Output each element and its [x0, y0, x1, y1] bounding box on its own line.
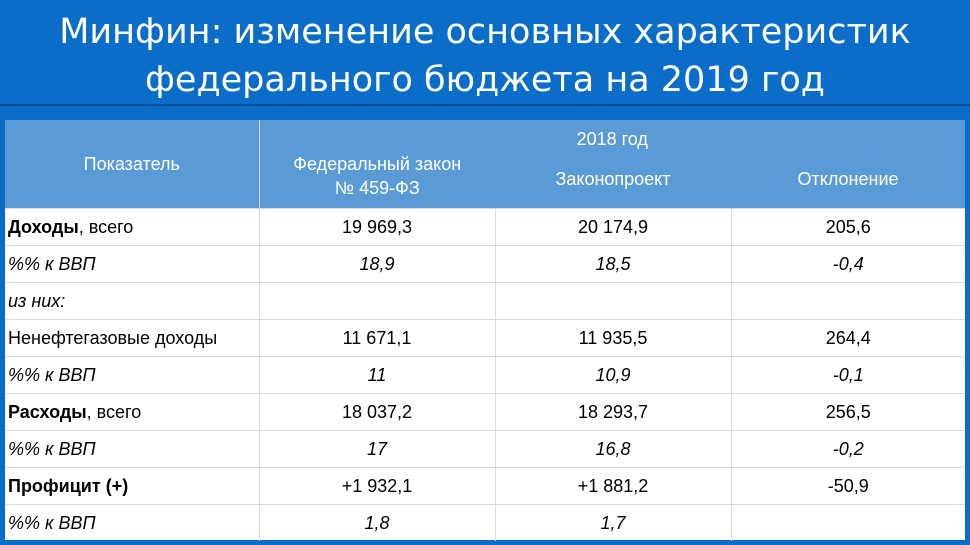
cell-deviation: 264,4 — [730, 319, 966, 357]
row-label: из них: — [5, 282, 259, 320]
table-row-revenue: Доходы, всего 19 969,3 20 174,9 205,6 — [5, 208, 966, 246]
cell-law: 18 037,2 — [258, 393, 495, 431]
header-federal-law: Федеральный закон № 459-ФЗ — [258, 150, 495, 209]
slide-title: Минфин: изменение основных характеристик… — [0, 8, 970, 104]
table-row-of-which: из них: — [5, 282, 966, 320]
cell-deviation: -0,2 — [730, 430, 966, 468]
header-deviation: Отклонение — [731, 150, 966, 209]
cell-draft: +1 881,2 — [494, 467, 731, 505]
header-draft-law: Законопроект — [495, 150, 731, 209]
cell-draft — [494, 282, 731, 320]
row-label: Профицит (+) — [5, 467, 259, 505]
cell-law: 11 — [258, 356, 495, 394]
table-row-expenditure: Расходы, всего 18 037,2 18 293,7 256,5 — [5, 393, 966, 431]
cell-draft: 10,9 — [494, 356, 731, 394]
cell-deviation: -0,1 — [730, 356, 966, 394]
row-label: Доходы, всего — [5, 208, 259, 246]
cell-law — [258, 282, 495, 320]
cell-law: 18,9 — [258, 245, 495, 283]
row-label: %% к ВВП — [5, 430, 259, 468]
row-label: Ненефтегазовые доходы — [5, 319, 259, 357]
cell-deviation: 256,5 — [730, 393, 966, 431]
row-label-bold: Профицит (+) — [8, 475, 129, 496]
row-label: %% к ВВП — [5, 504, 259, 541]
cell-law: 17 — [258, 430, 495, 468]
row-label: %% к ВВП — [5, 356, 259, 394]
cell-law: 11 671,1 — [258, 319, 495, 357]
row-label-bold: Доходы — [8, 216, 79, 237]
header-federal-law-line-1: Федеральный закон — [293, 154, 462, 174]
row-label: Расходы, всего — [5, 393, 259, 431]
table-row-expenditure-gdp: %% к ВВП 17 16,8 -0,2 — [5, 430, 966, 468]
title-divider — [0, 104, 970, 106]
table-row-non-oil-gas-gdp: %% к ВВП 11 10,9 -0,1 — [5, 356, 966, 394]
cell-deviation — [730, 282, 966, 320]
budget-table: Показатель 2018 год Федеральный закон № … — [5, 120, 966, 541]
header-federal-law-line-2: № 459-ФЗ — [334, 178, 420, 198]
row-label: %% к ВВП — [5, 245, 259, 283]
cell-law: +1 932,1 — [258, 467, 495, 505]
slide-title-line-1: Минфин: изменение основных характеристик — [59, 12, 911, 52]
row-label-rest: , всего — [86, 401, 142, 422]
header-period: 2018 год — [258, 120, 966, 150]
cell-draft: 18 293,7 — [494, 393, 731, 431]
cell-draft: 11 935,5 — [494, 319, 731, 357]
table-row-surplus-gdp: %% к ВВП 1,8 1,7 — [5, 504, 966, 541]
cell-deviation: 205,6 — [730, 208, 966, 246]
slide-title-line-2: федерального бюджета на 2019 год — [144, 60, 825, 100]
table-row-surplus: Профицит (+) +1 932,1 +1 881,2 -50,9 — [5, 467, 966, 505]
cell-draft: 18,5 — [494, 245, 731, 283]
cell-draft: 16,8 — [494, 430, 731, 468]
cell-draft: 20 174,9 — [494, 208, 731, 246]
cell-deviation: -0,4 — [730, 245, 966, 283]
cell-law: 19 969,3 — [258, 208, 495, 246]
cell-deviation: -50,9 — [730, 467, 966, 505]
budget-table-container: Показатель 2018 год Федеральный закон № … — [5, 120, 966, 541]
table-header: Показатель 2018 год Федеральный закон № … — [5, 120, 966, 209]
cell-deviation — [730, 504, 966, 541]
table-row-revenue-gdp: %% к ВВП 18,9 18,5 -0,4 — [5, 245, 966, 283]
row-label-rest: , всего — [78, 216, 134, 237]
header-indicator: Показатель — [5, 120, 259, 209]
row-label-bold: Расходы — [8, 401, 87, 422]
cell-draft: 1,7 — [494, 504, 731, 541]
table-row-non-oil-gas-revenue: Ненефтегазовые доходы 11 671,1 11 935,5 … — [5, 319, 966, 357]
cell-law: 1,8 — [258, 504, 495, 541]
table-body: Доходы, всего 19 969,3 20 174,9 205,6 %%… — [5, 208, 966, 541]
